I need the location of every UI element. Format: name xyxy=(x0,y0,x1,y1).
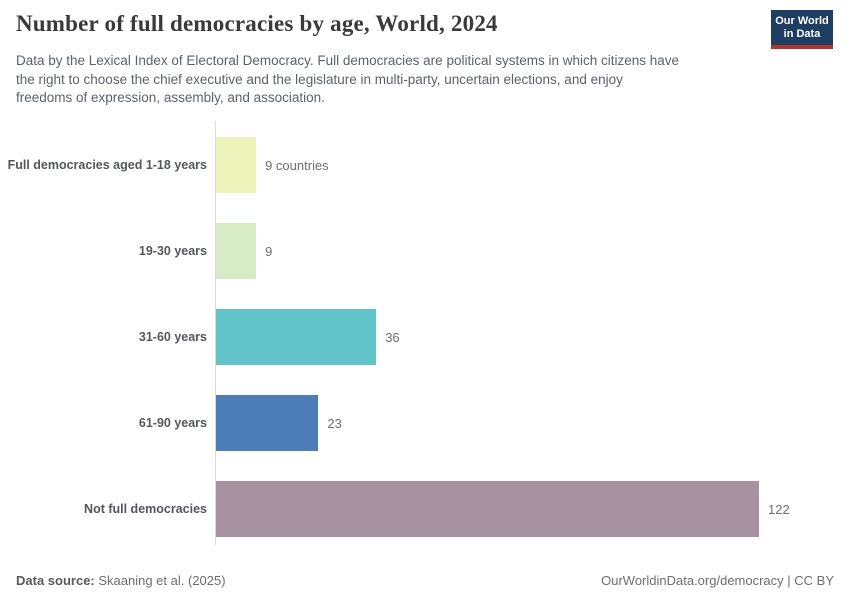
category-label: 61-90 years xyxy=(138,416,207,430)
category-label: 31-60 years xyxy=(138,330,207,344)
value-label: 23 xyxy=(327,415,342,431)
data-source: Data source: Skaaning et al. (2025) xyxy=(16,573,226,588)
category-label: Not full democracies xyxy=(84,502,207,516)
chart-footer: Data source: Skaaning et al. (2025) OurW… xyxy=(16,573,834,588)
bar-row: 31-60 years 36 xyxy=(0,309,850,365)
chart-title: Number of full democracies by age, World… xyxy=(16,11,498,36)
subtitle-line: the right to choose the chief executive … xyxy=(16,71,623,87)
bar-track: 9 countries xyxy=(216,137,329,193)
subtitle-line: Data by the Lexical Index of Electoral D… xyxy=(16,53,680,68)
bar xyxy=(216,395,319,451)
y-axis-line xyxy=(215,121,216,545)
bar-track: 23 xyxy=(216,395,342,451)
bar-track: 122 xyxy=(216,481,790,537)
bar-track: 36 xyxy=(216,309,400,365)
subtitle-line: freedoms of expression, assembly, and as… xyxy=(16,90,325,106)
bar-row: Not full democracies 122 xyxy=(0,481,850,537)
bar-chart: Full democracies aged 1-18 years 9 count… xyxy=(0,121,850,545)
bar-track: 9 xyxy=(216,223,272,279)
chart-subtitle: Data by the Lexical Index of Electoral D… xyxy=(16,52,776,108)
license-link[interactable]: OurWorldinData.org/democracy | CC BY xyxy=(601,573,834,588)
bar-row: Full democracies aged 1-18 years 9 count… xyxy=(0,137,850,193)
value-label: 9 countries xyxy=(265,157,329,173)
owid-logo-line1: Our World xyxy=(775,15,829,27)
bar xyxy=(216,137,257,193)
value-label: 36 xyxy=(385,329,400,345)
bar-row: 61-90 years 23 xyxy=(0,395,850,451)
value-label: 9 xyxy=(265,243,273,259)
category-label: Full democracies aged 1-18 years xyxy=(7,158,207,172)
owid-logo: Our World in Data xyxy=(771,10,833,49)
bar xyxy=(216,481,759,537)
value-label: 122 xyxy=(768,501,790,517)
category-label: 19-30 years xyxy=(138,244,207,258)
data-source-value: Skaaning et al. (2025) xyxy=(94,573,226,588)
data-source-label: Data source: xyxy=(16,573,95,588)
owid-logo-line2: in Data xyxy=(783,28,821,40)
bar-row: 19-30 years 9 xyxy=(0,223,850,279)
bar xyxy=(216,223,257,279)
bar xyxy=(216,309,377,365)
